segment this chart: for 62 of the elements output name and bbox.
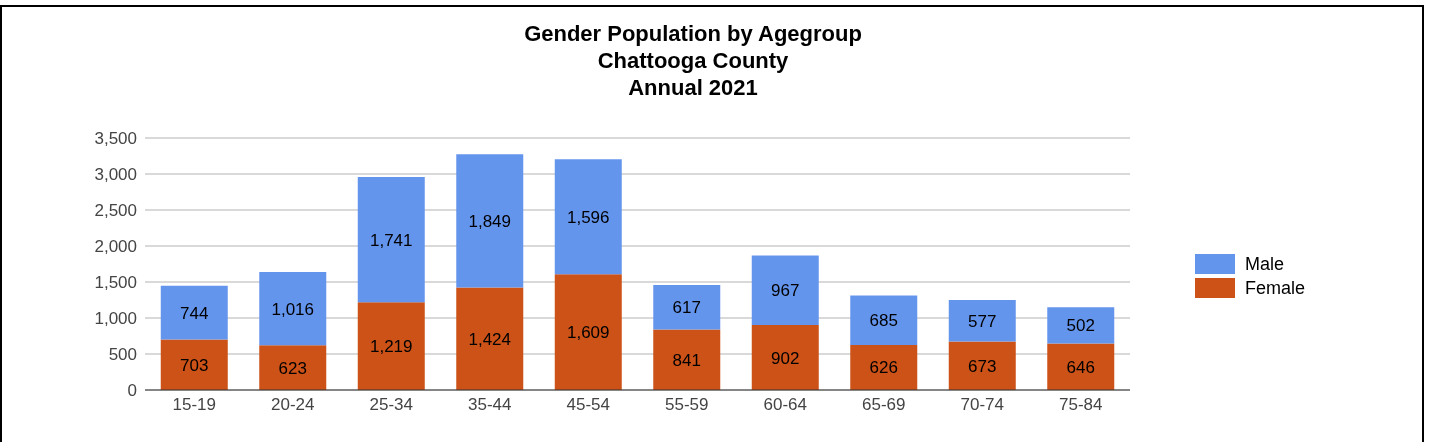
x-tick-label: 15-19 (172, 395, 216, 415)
data-label: 1,016 (271, 299, 315, 319)
bar (751, 255, 819, 326)
bar (948, 300, 1016, 342)
bar (554, 274, 622, 390)
chart-subtitle: Chattooga County Annual 2021 (596, 47, 790, 101)
data-label: 502 (1066, 316, 1095, 336)
data-label: 841 (672, 350, 701, 370)
data-label: 646 (1066, 357, 1095, 377)
bar (850, 295, 918, 345)
bar (357, 302, 425, 390)
x-tick-label: 45-54 (566, 395, 610, 415)
data-label: 1,596 (566, 207, 610, 227)
bar (456, 287, 524, 390)
data-label: 617 (672, 298, 701, 318)
data-label: 626 (869, 358, 898, 378)
bar (1047, 343, 1115, 390)
data-label: 967 (771, 281, 800, 301)
bar (456, 154, 524, 288)
data-label: 744 (180, 303, 209, 323)
data-label: 1,849 (468, 211, 512, 231)
y-tick-label: 2,500 (94, 201, 137, 221)
y-tick-label: 2,000 (94, 237, 137, 257)
x-tick-label: 55-59 (665, 395, 709, 415)
data-label: 902 (771, 348, 800, 368)
bar (160, 339, 228, 390)
x-tick-label: 35-44 (468, 395, 512, 415)
data-label: 577 (968, 311, 997, 331)
data-label: 673 (968, 356, 997, 376)
y-tick-label: 0 (127, 381, 137, 401)
y-tick-label: 1,000 (94, 309, 137, 329)
bar (259, 271, 327, 346)
y-tick-label: 3,000 (94, 165, 137, 185)
data-label: 1,219 (369, 337, 413, 357)
bar (357, 176, 425, 303)
chart-title: Gender Population by Agegroup (523, 20, 863, 47)
bar (751, 325, 819, 390)
x-tick-label: 20-24 (271, 395, 315, 415)
legend-label: Male (1245, 253, 1285, 275)
bar (653, 285, 721, 330)
legend-label: Female (1245, 277, 1306, 299)
data-label: 1,609 (566, 323, 610, 343)
data-label: 1,424 (468, 329, 512, 349)
bar (653, 329, 721, 390)
y-tick-label: 1,500 (94, 273, 137, 293)
x-tick-label: 25-34 (369, 395, 413, 415)
x-tick-label: 75-84 (1059, 395, 1103, 415)
y-tick-label: 3,500 (94, 129, 137, 149)
data-label: 1,741 (369, 230, 413, 250)
data-label: 703 (180, 355, 209, 375)
data-label: 623 (278, 358, 307, 378)
x-tick-label: 65-69 (862, 395, 906, 415)
bar (1047, 307, 1115, 344)
x-tick-label: 60-64 (763, 395, 807, 415)
bar (259, 345, 327, 390)
bar (554, 159, 622, 275)
x-tick-label: 70-74 (960, 395, 1004, 415)
y-tick-label: 500 (108, 345, 137, 365)
data-label: 685 (869, 311, 898, 331)
bar (850, 344, 918, 390)
bar (948, 341, 1016, 390)
bar (160, 285, 228, 340)
